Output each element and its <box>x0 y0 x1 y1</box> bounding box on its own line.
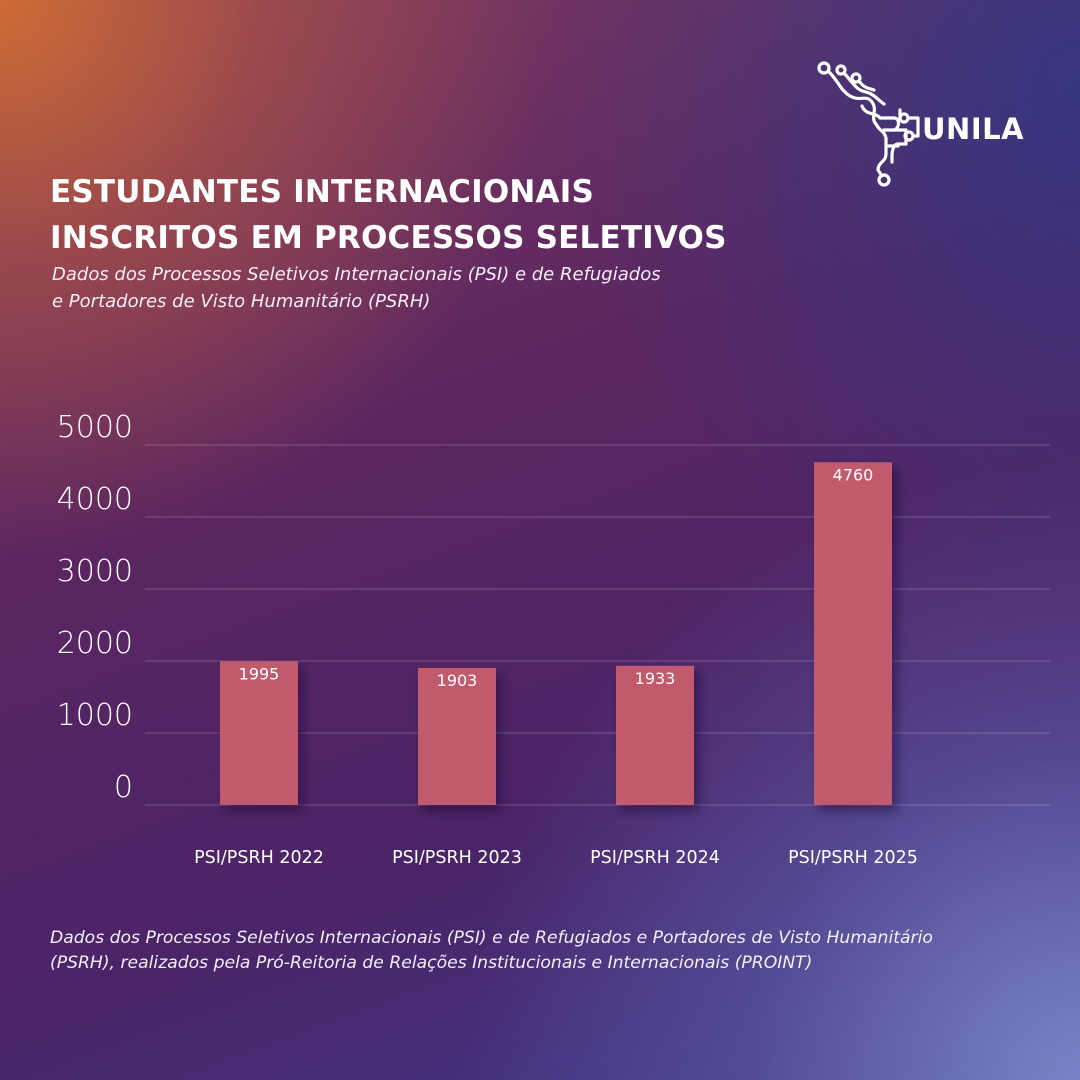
footnote-line-2: (PSRH), realizados pela Pró-Reitoria de … <box>50 953 813 973</box>
footnote-line-1: Dados dos Processos Seletivos Internacio… <box>50 928 933 948</box>
x-tick-label: PSI/PSRH 2024 <box>590 848 720 868</box>
bar <box>616 665 694 805</box>
x-axis-tick-labels: PSI/PSRH 2022 PSI/PSRH 2023 PSI/PSRH 2024 P… <box>194 848 918 868</box>
x-tick-label: PSI/PSRH 2023 <box>392 848 522 868</box>
bar-value-label: 4760 <box>833 465 874 484</box>
bars <box>220 462 892 805</box>
data-labels: 1995 1903 1933 4760 <box>239 465 874 690</box>
bar <box>814 462 892 805</box>
y-tick-label: 5000 <box>57 410 133 445</box>
chart-subtitle-line-1: Dados dos Processos Seletivos Internacio… <box>52 264 661 285</box>
y-tick-label: 2000 <box>57 626 133 661</box>
y-tick-label: 0 <box>114 770 133 805</box>
chart-title-line-2: INSCRITOS EM PROCESSOS SELETIVOS <box>50 220 727 256</box>
y-axis-tick-labels: 0 1000 2000 3000 4000 5000 <box>57 410 133 805</box>
bar-value-label: 1903 <box>437 671 478 690</box>
y-tick-label: 3000 <box>57 554 133 589</box>
unila-logo-icon <box>817 61 920 187</box>
chart-title-line-1: ESTUDANTES INTERNACIONAIS <box>50 174 594 210</box>
chart-subtitle-line-2: e Portadores de Visto Humanitário (PSRH) <box>52 291 431 312</box>
x-tick-label: PSI/PSRH 2022 <box>194 848 324 868</box>
bar <box>418 667 496 805</box>
logo-text: UNILA <box>922 112 1025 146</box>
bar-value-label: 1995 <box>239 664 280 683</box>
y-tick-label: 1000 <box>57 698 133 733</box>
bar-value-label: 1933 <box>635 669 676 688</box>
y-tick-label: 4000 <box>57 482 133 517</box>
bar-chart: 0 1000 2000 3000 4000 5000 1995 1903 1933 4760 P… <box>57 410 1050 868</box>
x-tick-label: PSI/PSRH 2025 <box>788 848 918 868</box>
bar <box>220 661 298 805</box>
